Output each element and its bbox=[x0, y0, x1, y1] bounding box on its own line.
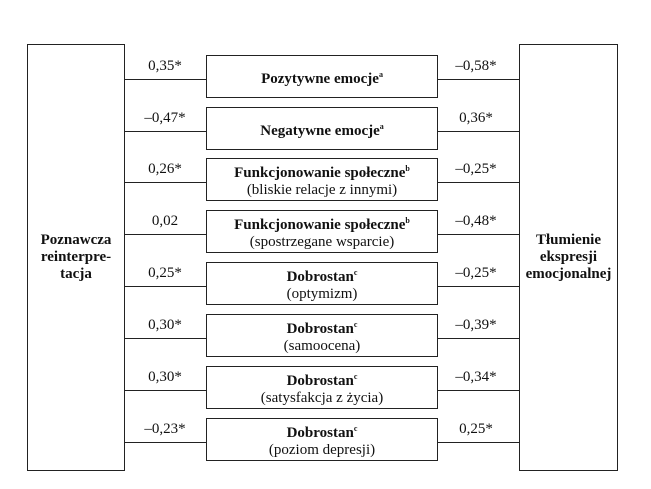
outcome-title-text: Funkcjonowanie społeczne bbox=[234, 165, 406, 181]
outcome-title: Negatywne emocjea bbox=[260, 118, 384, 140]
left-connector-line bbox=[125, 234, 206, 235]
outcome-title-text: Dobrostan bbox=[286, 373, 354, 389]
outcome-title-text: Dobrostan bbox=[286, 269, 354, 285]
outcome-title: Dobrostanc bbox=[287, 316, 358, 338]
left-coefficient: 0,30* bbox=[148, 369, 182, 385]
right-connector-line bbox=[438, 234, 519, 235]
left-connector-line bbox=[125, 442, 206, 443]
left-connector-line bbox=[125, 338, 206, 339]
left-connector-line bbox=[125, 286, 206, 287]
outcome-box: Dobrostanc (poziom depresji) bbox=[206, 418, 438, 461]
left-construct-label: Poznawcza reinterpre- tacja bbox=[40, 232, 112, 282]
outcome-title: Dobrostanc bbox=[287, 368, 358, 390]
left-connector-line bbox=[125, 182, 206, 183]
left-connector-line bbox=[125, 131, 206, 132]
right-construct-box: Tłumienie ekspresji emocjonalnej bbox=[519, 44, 618, 471]
outcome-box: Funkcjonowanie społeczneb (spostrzegane w… bbox=[206, 210, 438, 253]
right-coefficient: –0,58* bbox=[455, 58, 497, 74]
outcome-box: Funkcjonowanie społeczneb (bliskie relacj… bbox=[206, 158, 438, 201]
left-coefficient: –0,23* bbox=[144, 421, 186, 437]
right-coefficient: –0,25* bbox=[455, 265, 497, 281]
left-coefficient: –0,47* bbox=[144, 110, 186, 126]
left-construct-box: Poznawcza reinterpre- tacja bbox=[27, 44, 125, 471]
left-coefficient: 0,25* bbox=[148, 265, 182, 281]
outcome-title-text: Pozytywne emocje bbox=[261, 70, 379, 87]
outcome-box: Dobrostanc (optymizm) bbox=[206, 262, 438, 305]
left-coefficient: 0,26* bbox=[148, 161, 182, 177]
right-coefficient: –0,48* bbox=[455, 213, 497, 229]
outcome-title-text: Dobrostan bbox=[286, 321, 354, 337]
right-connector-line bbox=[438, 131, 519, 132]
right-connector-line bbox=[438, 182, 519, 183]
outcome-title: Dobrostanc bbox=[287, 420, 358, 442]
left-coefficient: 0,30* bbox=[148, 317, 182, 333]
outcome-title-text: Funkcjonowanie społeczne bbox=[234, 217, 406, 233]
outcome-title: Funkcjonowanie społeczneb bbox=[234, 160, 410, 182]
outcome-subtitle: (spostrzegane wsparcie) bbox=[249, 234, 395, 250]
outcome-subtitle: (bliskie relacje z innymi) bbox=[246, 182, 398, 198]
outcome-footnote-marker: c bbox=[353, 372, 358, 381]
left-connector-line bbox=[125, 79, 206, 80]
outcome-footnote-marker: b bbox=[405, 216, 410, 225]
outcome-subtitle: (poziom depresji) bbox=[268, 442, 376, 458]
left-coefficient: 0,02 bbox=[151, 213, 179, 229]
outcome-subtitle: (satysfakcja z życia) bbox=[260, 390, 384, 406]
outcome-footnote-marker: b bbox=[405, 164, 410, 173]
outcome-footnote-marker: c bbox=[353, 268, 358, 277]
right-coefficient: –0,39* bbox=[455, 317, 497, 333]
outcome-subtitle: (samoocena) bbox=[283, 338, 361, 354]
outcome-title: Pozytywne emocjea bbox=[261, 66, 383, 88]
outcome-footnote-marker: c bbox=[353, 320, 358, 329]
outcome-box: Dobrostanc (samoocena) bbox=[206, 314, 438, 357]
right-coefficient: –0,34* bbox=[455, 369, 497, 385]
outcome-title-text: Negatywne emocje bbox=[260, 122, 380, 139]
outcome-title-text: Dobrostan bbox=[286, 425, 354, 441]
outcome-title: Dobrostanc bbox=[287, 264, 358, 286]
right-construct-label: Tłumienie ekspresji emocjonalnej bbox=[525, 232, 612, 282]
outcome-subtitle: (optymizm) bbox=[286, 286, 358, 302]
outcome-footnote-marker: a bbox=[379, 121, 384, 131]
outcome-footnote-marker: c bbox=[353, 424, 358, 433]
right-connector-line bbox=[438, 79, 519, 80]
right-connector-line bbox=[438, 286, 519, 287]
outcome-box: Negatywne emocjea bbox=[206, 107, 438, 150]
outcome-title: Funkcjonowanie społeczneb bbox=[234, 212, 410, 234]
right-coefficient: 0,36* bbox=[459, 110, 493, 126]
right-coefficient: 0,25* bbox=[459, 421, 493, 437]
outcome-box: Pozytywne emocjea bbox=[206, 55, 438, 98]
outcome-box: Dobrostanc (satysfakcja z życia) bbox=[206, 366, 438, 409]
right-connector-line bbox=[438, 390, 519, 391]
right-connector-line bbox=[438, 442, 519, 443]
left-coefficient: 0,35* bbox=[148, 58, 182, 74]
right-connector-line bbox=[438, 338, 519, 339]
right-coefficient: –0,25* bbox=[455, 161, 497, 177]
outcome-footnote-marker: a bbox=[378, 69, 383, 79]
left-connector-line bbox=[125, 390, 206, 391]
